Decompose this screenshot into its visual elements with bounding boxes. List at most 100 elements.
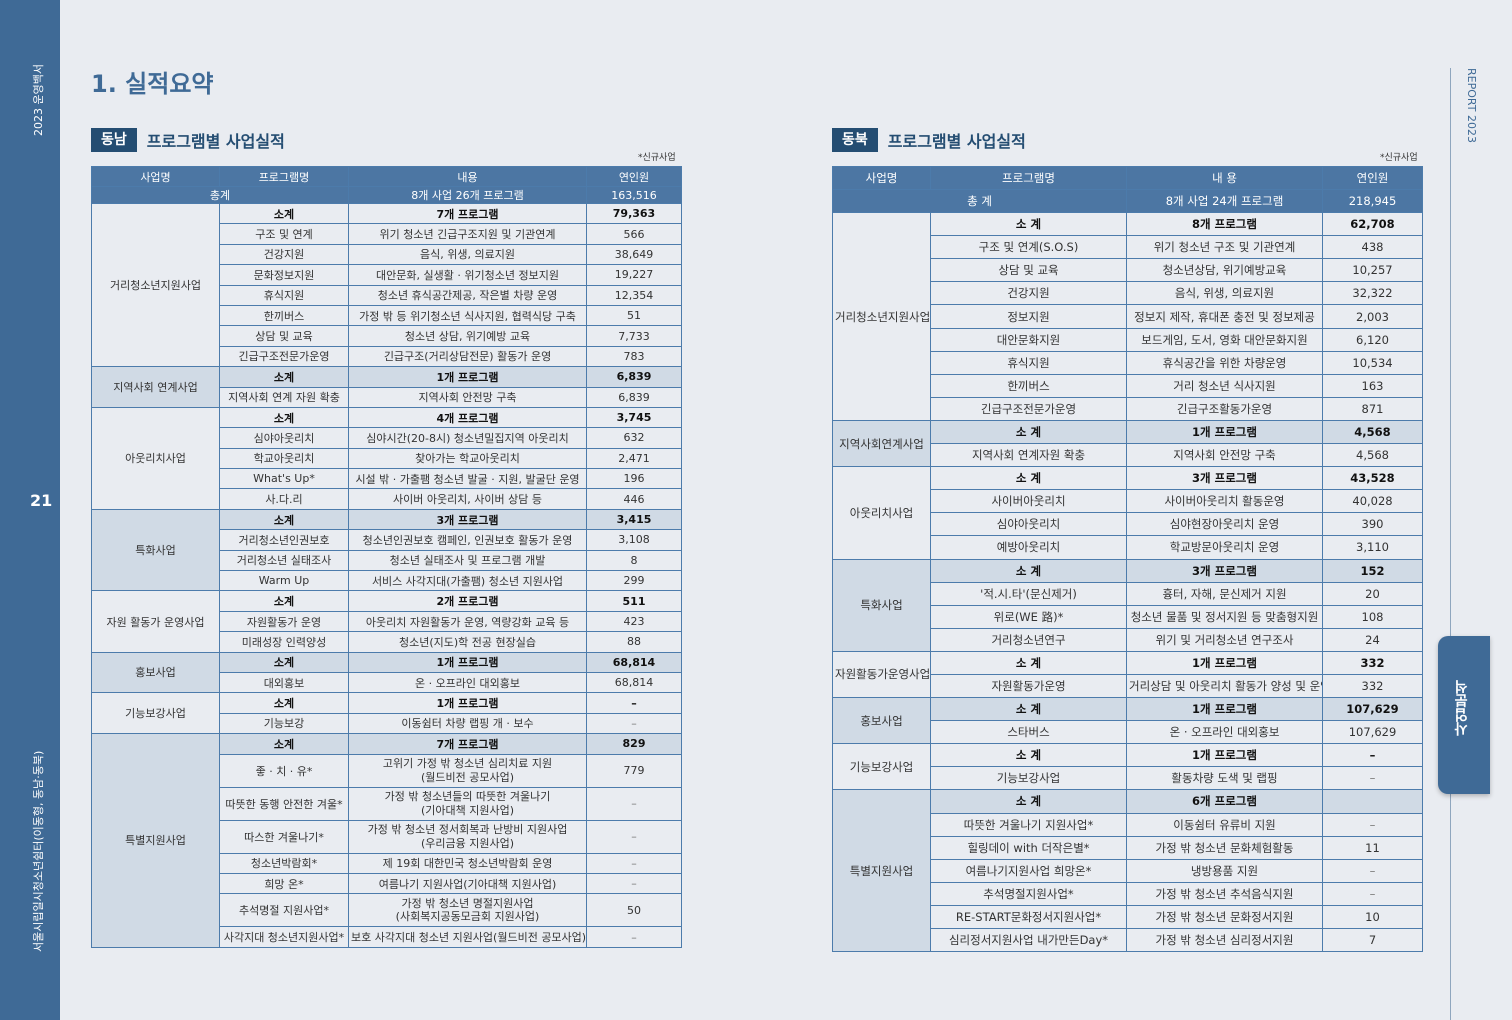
program-row: 좋 · 치 · 유* 고위기 가정 밖 청소년 심리치료 지원 (월드비전 공모사업… (92, 753, 682, 788)
program-row: 거리청소년 실태조사 청소년 실태조사 및 프로그램 개발 8 (92, 549, 682, 572)
subtotal-label: 소 계 (930, 789, 1127, 814)
program-name: 대안문화지원 (930, 327, 1127, 352)
program-content: 심야현장아웃리치 운영 (1126, 512, 1323, 537)
program-content: 휴식공간을 위한 차량운영 (1126, 350, 1323, 375)
subtotal-content: 6개 프로그램 (1126, 789, 1323, 814)
subtotal-count: – (1322, 743, 1423, 768)
program-row: 사이버아웃리치 사이버아웃리치 활동운영 40,028 (833, 489, 1423, 514)
program-row: 여름나기지원사업 희망온* 냉방용품 지원 – (833, 858, 1423, 883)
program-name: 따스한 겨울나기* (219, 819, 349, 854)
program-row: RE-START문화정서지원사업* 가정 밖 청소년 문화정서지원 10 (833, 904, 1423, 930)
subtotal-label: 소 계 (930, 697, 1127, 722)
program-name: 자원활동가운영 (930, 673, 1127, 699)
subtotal-content: 8개 프로그램 (1126, 212, 1323, 237)
program-row: 문화정보지원 대안문화, 실생활 · 위기청소년 정보지원 19,227 (92, 264, 682, 286)
program-row: 휴식지원 청소년 휴식공간제공, 작은별 차량 운영 12,354 (92, 284, 682, 306)
total-count: 163,516 (586, 186, 682, 204)
program-name: 사이버아웃리치 (930, 489, 1127, 514)
program-count: 566 (586, 223, 682, 245)
subtotal-content: 3개 프로그램 (348, 508, 587, 531)
program-name: 구조 및 연계(S.O.S) (930, 235, 1127, 260)
left-sidebar (0, 0, 60, 1020)
program-name: 희망 온* (219, 872, 349, 895)
subtotal-content: 1개 프로그램 (348, 651, 587, 673)
program-name: 건강지원 (930, 281, 1127, 306)
subtotal-label: 소계 (219, 651, 349, 673)
subtotal-content: 3개 프로그램 (1126, 558, 1323, 583)
subtotal-count: 3,745 (586, 406, 682, 429)
program-name: 좋 · 치 · 유* (219, 753, 349, 788)
program-name: 건강지원 (219, 243, 349, 266)
program-name: RE-START문화정서지원사업* (930, 904, 1127, 930)
subtotal-label: 소 계 (930, 743, 1127, 768)
program-content: 위기 청소년 긴급구조지원 및 기관연계 (348, 223, 587, 245)
program-content: 가정 밖 청소년 심리정서지원 (1126, 927, 1323, 953)
program-content: 대안문화, 실생활 · 위기청소년 정보지원 (348, 264, 587, 286)
program-name: 상담 및 교육 (219, 325, 349, 347)
subtotal-row: 기능보강사업 소계 1개 프로그램 – (91, 692, 682, 735)
program-count: 438 (1322, 235, 1423, 260)
program-row: Warm Up 서비스 사각지대(가출팸) 청소년 지원사업 299 (92, 570, 682, 592)
program-name: 문화정보지원 (219, 264, 349, 286)
subtotal-count: 3,415 (586, 508, 682, 531)
program-row: 심야아웃리치 심야시간(20-8시) 청소년밀집지역 아웃리치 632 (92, 427, 682, 449)
table-header-row: 사업명 프로그램명 내 용 연인원 (832, 166, 1423, 190)
total-row: 총계 8개 사업 26개 프로그램 163,516 (91, 186, 682, 204)
program-name: 자원활동가 운영 (219, 610, 349, 633)
subtotal-label: 소 계 (930, 419, 1127, 445)
subtotal-content: 1개 프로그램 (1126, 419, 1323, 445)
program-content: 고위기 가정 밖 청소년 심리치료 지원 (월드비전 공모사업) (348, 753, 587, 788)
col-header-program: 프로그램명 (930, 166, 1127, 190)
program-count: 632 (586, 427, 682, 449)
program-count: 19,227 (586, 264, 682, 286)
program-content: 청소년 실태조사 및 프로그램 개발 (348, 549, 587, 572)
program-content: 음식, 위생, 의료지원 (1126, 281, 1323, 306)
subtotal-label: 소 계 (930, 650, 1127, 675)
program-count: 3,110 (1322, 535, 1423, 560)
subtotal-label: 소계 (219, 366, 349, 388)
col-header-content: 내용 (348, 166, 587, 187)
col-header-business: 사업명 (832, 166, 931, 190)
program-content: 정보지 제작, 휴대폰 충전 및 정보제공 (1126, 304, 1323, 329)
program-count: – (586, 926, 682, 948)
program-content: 시설 밖 · 가출팸 청소년 발굴 · 지원, 발굴단 운영 (348, 468, 587, 490)
right-section-title: 프로그램별 사업실적 (887, 132, 1026, 151)
subtotal-count: 829 (586, 733, 682, 755)
subtotal-row: 지역사회연계사업 소 계 1개 프로그램 4,568 (832, 419, 1423, 468)
program-content: 지역사회 안전망 구축 (1126, 443, 1323, 468)
program-name: 심리정서지원사업 내가만든Day* (930, 927, 1127, 953)
business-name: 기능보강사업 (832, 743, 931, 791)
subtotal-row: 거리청소년지원사업 소계 7개 프로그램 79,363 (91, 202, 682, 368)
program-name: 거리청소년연구 (930, 627, 1127, 652)
program-name: 따뜻한 동행 안전한 겨울* (219, 786, 349, 821)
program-content: 학교방문아웃리치 운영 (1126, 535, 1323, 560)
program-content: 보드게임, 도서, 영화 대안문화지원 (1126, 327, 1323, 352)
program-name: 심야아웃리치 (219, 427, 349, 449)
total-row: 총 계 8개 사업 24개 프로그램 218,945 (832, 188, 1423, 214)
program-name: 지역사회 연계 자원 확충 (219, 386, 349, 408)
program-name: 기능보강사업 (930, 766, 1127, 791)
program-content: 음식, 위생, 의료지원 (348, 243, 587, 266)
program-count: 332 (1322, 673, 1423, 699)
program-content: 청소년(지도)학 전공 현장실습 (348, 631, 587, 653)
program-content: 이동쉼터 유류비 지원 (1126, 812, 1323, 837)
program-count: 7 (1322, 927, 1423, 953)
section-tab[interactable] (1438, 636, 1490, 794)
program-name: 기능보강 (219, 712, 349, 735)
business-name: 아웃리치사업 (832, 466, 931, 560)
program-row: 사.다.리 사이버 아웃리치, 사이버 상담 등 446 (92, 488, 682, 510)
subtotal-count: 79,363 (586, 202, 682, 225)
program-count: 3,108 (586, 529, 682, 551)
program-row: 구조 및 연계 위기 청소년 긴급구조지원 및 기관연계 566 (92, 223, 682, 245)
program-row: 심리정서지원사업 내가만든Day* 가정 밖 청소년 심리정서지원 7 (833, 927, 1423, 953)
business-name: 자원활동가운영사업 (832, 650, 931, 699)
program-name: 한끼버스 (219, 304, 349, 327)
subtotal-count: 511 (586, 590, 682, 612)
total-label: 총 계 (832, 188, 1127, 214)
program-count: 871 (1322, 396, 1423, 421)
program-content: 긴급구조(거리상담전문) 활동가 운영 (348, 345, 587, 368)
subtotal-label: 소계 (219, 406, 349, 429)
program-row: 사각지대 청소년지원사업* 보호 사각지대 청소년 지원사업(월드비전 공모사업)… (92, 926, 682, 948)
business-name: 특별지원사업 (91, 733, 220, 948)
col-header-business: 사업명 (91, 166, 220, 187)
